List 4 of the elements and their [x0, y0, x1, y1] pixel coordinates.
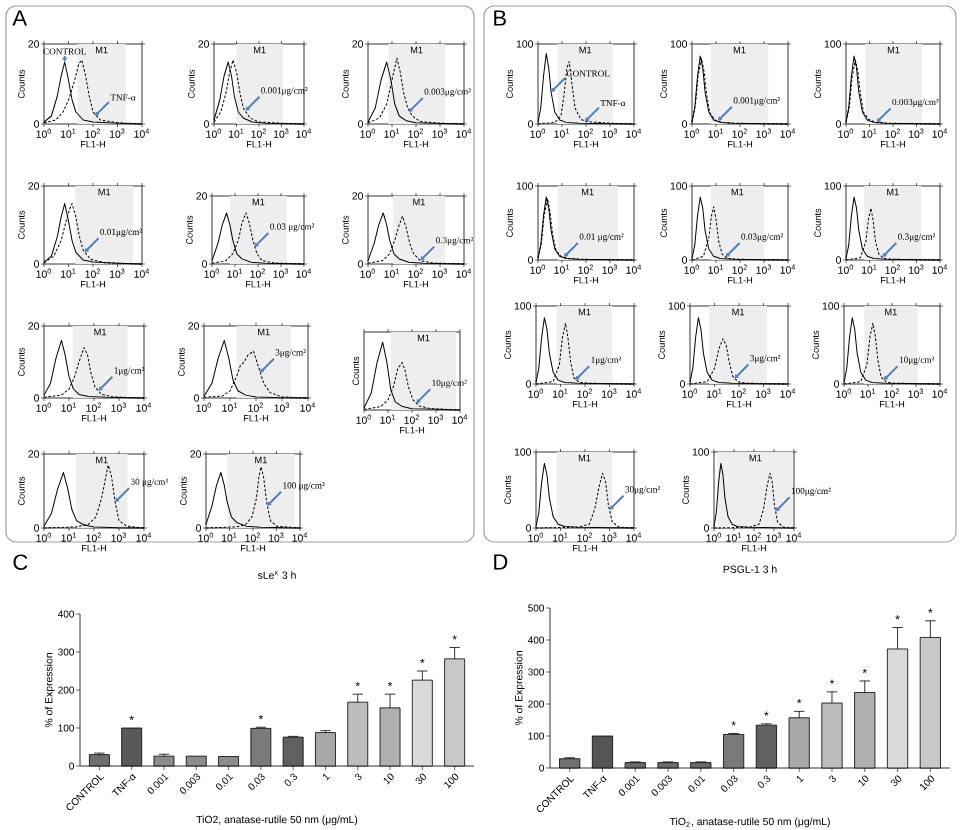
text: A — [12, 10, 28, 26]
text: B — [494, 10, 506, 26]
text: C — [13, 554, 28, 570]
text: D — [494, 554, 508, 570]
